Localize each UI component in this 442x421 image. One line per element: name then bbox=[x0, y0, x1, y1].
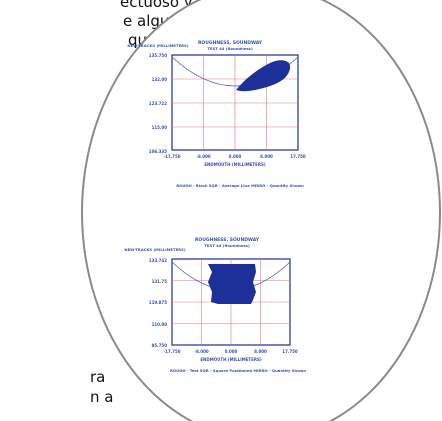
bottom-plot-ytick: 110.00 bbox=[152, 322, 168, 327]
top-plot-ytick: 106.335 bbox=[149, 149, 167, 154]
body-text-line: ra bbox=[90, 368, 106, 386]
top-plot-legend: ROUGH - Black SQR - Average Line MIRRO -… bbox=[176, 183, 304, 188]
body-text-line: ectuoso y bbox=[120, 0, 193, 11]
top-plot-data-cluster bbox=[236, 60, 291, 92]
bottom-plot-xtick: -17.750 bbox=[163, 349, 180, 354]
bottom-plot-ylabel: NEW-TRACKS (MILLIMETERS) bbox=[124, 247, 185, 252]
top-plot-xtick: 8.000 bbox=[260, 154, 273, 159]
top-plot-ytick: 135.750 bbox=[149, 53, 167, 58]
top-plot-xlabel: ENDMOUTH (MILLIMETERS) bbox=[204, 162, 266, 167]
bottom-plot-subtitle: TEST 44 (Roundness) bbox=[204, 243, 250, 248]
top-plot-ylabel: NEW-TRACKS (MILLIMETERS) bbox=[127, 43, 188, 48]
bottom-plot-xtick: -8.000 bbox=[194, 349, 209, 354]
bottom-plot-ytick: 131.75 bbox=[152, 279, 168, 284]
bottom-plot-xlabel: ENDMOUTH (MILLIMETERS) bbox=[200, 357, 262, 362]
top-plot-subtitle: TEST 44 (Roundness) bbox=[207, 46, 253, 51]
bottom-plot-xtick: 17.750 bbox=[282, 349, 298, 354]
bottom-plot-ytick: 119.875 bbox=[149, 300, 167, 305]
top-plot-xtick: -8.000 bbox=[196, 154, 211, 159]
bottom-plot-legend: ROUGH - Test SQR - Square Positioned MIR… bbox=[170, 368, 306, 373]
top-plot-ytick: 132.00 bbox=[152, 77, 168, 82]
bottom-plot-data-cluster bbox=[208, 264, 256, 304]
top-plot-title: ROUGHNESS, SOUNDWAY bbox=[198, 40, 263, 46]
body-text-line: n a bbox=[90, 388, 114, 406]
bottom-plot-xtick: 0.000 bbox=[225, 349, 238, 354]
top-plot-ytick: 115.00 bbox=[152, 125, 168, 130]
top-plot-xtick: 0.000 bbox=[229, 154, 242, 159]
top-plot-xtick: 17.750 bbox=[290, 154, 306, 159]
bottom-plot: ROUGHNESS, SOUNDWAY TEST 44 (Roundness) … bbox=[124, 237, 306, 373]
bottom-plot-title: ROUGHNESS, SOUNDWAY bbox=[195, 237, 260, 243]
bottom-plot-xtick: 8.000 bbox=[254, 349, 267, 354]
top-plot-xtick: -17.750 bbox=[163, 154, 180, 159]
top-plot: ROUGHNESS, SOUNDWAY TEST 44 (Roundness) … bbox=[127, 40, 306, 188]
bottom-plot-ytick: 133.742 bbox=[149, 258, 167, 263]
bottom-plot-ytick: 95.750 bbox=[152, 343, 168, 348]
top-plot-ytick: 123.722 bbox=[149, 101, 167, 106]
